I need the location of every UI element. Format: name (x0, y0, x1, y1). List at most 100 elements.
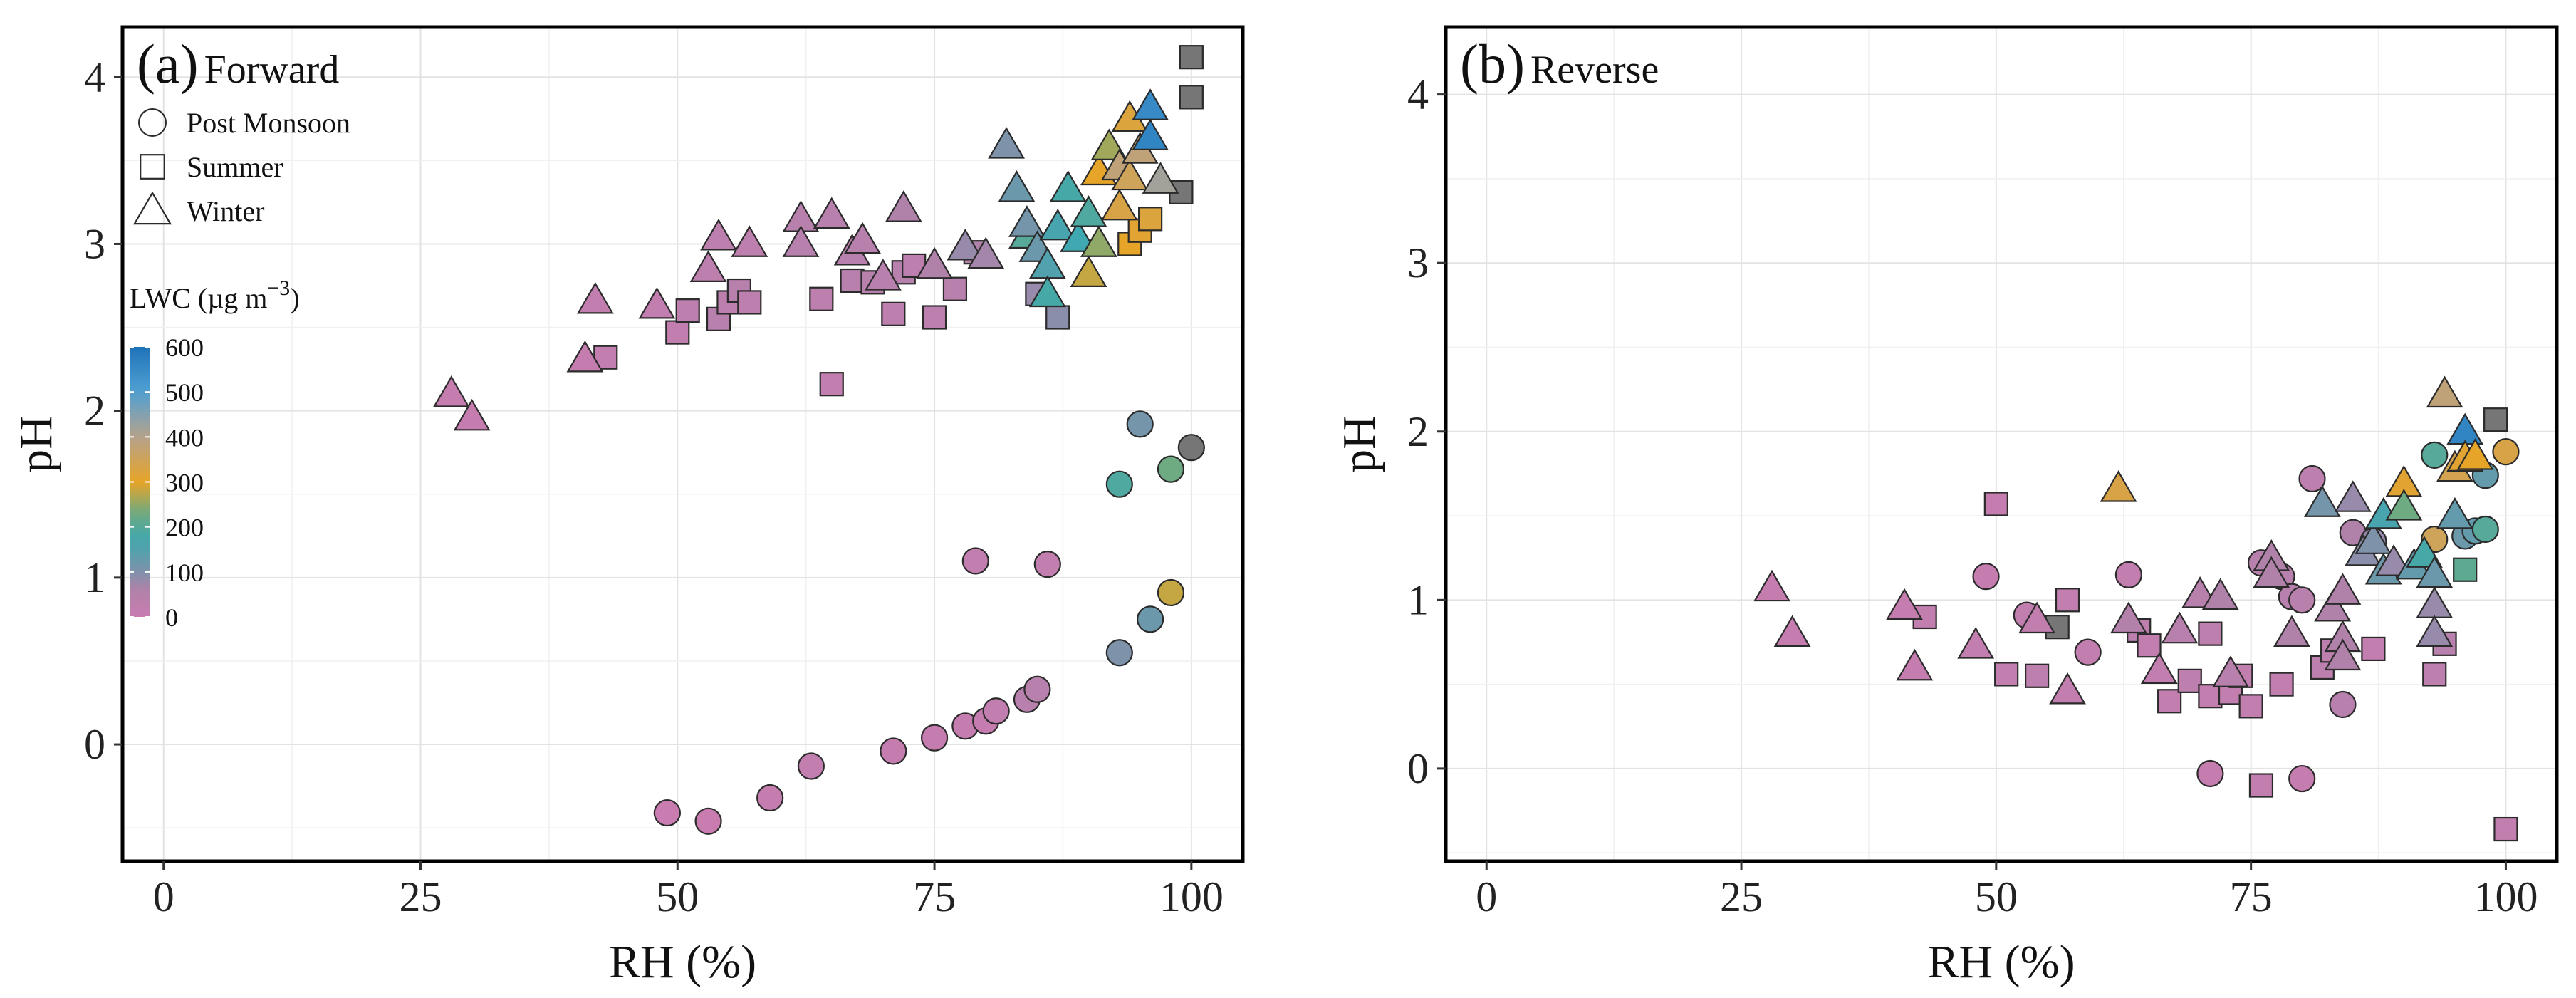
data-point-triangle (1028, 275, 1066, 308)
colorbar-tick-label: 600 (165, 333, 204, 362)
data-point-circle (1157, 455, 1185, 483)
data-point-square (2422, 662, 2447, 687)
data-point-square (809, 286, 834, 311)
panel-title: (b) Reverse (1460, 33, 1659, 95)
x-tick-label: 0 (153, 873, 174, 920)
y-tick-label: 0 (84, 721, 105, 768)
data-point-circle (2329, 690, 2357, 719)
colorbar-legend: LWC (µg m−3) 0 100 200 300 400 500 600 (130, 276, 300, 632)
x-axis-title: RH (%) (609, 936, 756, 988)
y-tick-label: 3 (1407, 239, 1429, 286)
colorbar-tick-label: 500 (165, 378, 204, 407)
data-point-triangle (916, 246, 953, 279)
data-point-square (2177, 668, 2202, 693)
data-point-circle (797, 752, 825, 780)
x-tick-label: 50 (656, 873, 699, 920)
data-point-triangle (2355, 522, 2392, 554)
data-point-square (2493, 816, 2518, 842)
legend-circle-icon (138, 108, 167, 137)
panel-name: Reverse (1531, 48, 1659, 92)
legend-square-icon (140, 154, 165, 180)
data-point-circle (2288, 586, 2316, 614)
data-point-circle (653, 799, 681, 827)
data-point-square (737, 290, 762, 315)
data-point-triangle (2426, 375, 2463, 408)
x-tick-label: 100 (1159, 873, 1224, 920)
data-point-triangle (1060, 220, 1097, 252)
legend-label: Post Monsoon (187, 107, 350, 139)
y-tick-label: 4 (1407, 71, 1429, 118)
data-point-circle (1033, 551, 1061, 578)
colorbar-title-close: ) (290, 282, 299, 314)
data-point-triangle (1070, 255, 1107, 287)
data-point-triangle (967, 236, 1005, 269)
data-point-triangle (1753, 569, 1790, 602)
data-point-circle (1023, 675, 1051, 703)
data-point-triangle (1896, 648, 1934, 681)
shape-legend: Post Monsoon Summer Winter (132, 107, 350, 227)
data-point-triangle (813, 197, 850, 229)
colorbar-title-sup: −3 (267, 276, 290, 300)
legend-label: Summer (187, 151, 283, 183)
data-point-circle (756, 784, 784, 812)
data-point-triangle (1049, 170, 1087, 202)
colorbar-tick-label: 200 (165, 514, 204, 542)
legend-label: Winter (187, 195, 264, 227)
plot-background (1446, 27, 2557, 861)
data-point-square (665, 320, 690, 345)
data-point-triangle (700, 218, 737, 251)
data-point-square (1045, 305, 1070, 330)
data-point-square (1994, 662, 2019, 687)
data-point-square (840, 268, 865, 293)
data-point-circle (2492, 438, 2520, 466)
gridlines (122, 27, 1243, 861)
colorbar-tick-label: 100 (165, 558, 204, 587)
data-point-triangle (2161, 611, 2199, 644)
data-point-circle (2471, 515, 2499, 544)
panel-letter: (b) (1460, 33, 1525, 95)
data-point-triangle (2212, 655, 2249, 687)
y-tick-label: 2 (84, 388, 105, 435)
data-point-triangle (782, 225, 820, 257)
colorbar-title-main: LWC (µg m (130, 282, 267, 314)
data-point-circle (694, 807, 722, 835)
y-tick-label: 3 (84, 220, 105, 267)
panel-letter: (a) (137, 33, 199, 95)
data-point-square (922, 305, 947, 330)
data-point-triangle (638, 286, 676, 319)
data-point-square (1179, 85, 1204, 110)
data-point-square (675, 298, 700, 323)
x-tick-label: 100 (2473, 873, 2538, 920)
panel-title: (a) Forward (137, 33, 339, 95)
data-point-triangle (2110, 601, 2147, 634)
data-point-square (902, 253, 927, 279)
data-point-square (2157, 689, 2182, 714)
colorbar-title: LWC (µg m−3) (130, 276, 300, 314)
y-axis-title: pH (1333, 415, 1385, 473)
y-tick-label: 0 (1407, 745, 1429, 792)
data-point-square (2361, 636, 2386, 662)
data-point-square (2198, 621, 2223, 646)
data-point-triangle (432, 375, 470, 407)
data-point-triangle (1142, 162, 1179, 194)
panel-name: Forward (204, 48, 340, 92)
y-axis-title: pH (10, 415, 62, 473)
x-tick-label: 25 (1720, 873, 1763, 920)
data-point-circle (961, 547, 989, 575)
data-point-triangle (947, 228, 984, 261)
data-point-square (1983, 492, 2008, 516)
plot-frame (1444, 25, 2559, 863)
data-point-circle (1126, 410, 1154, 438)
data-point-triangle (1100, 188, 1138, 221)
data-point-triangle (1039, 208, 1077, 241)
y-tick-label: 1 (84, 554, 105, 601)
data-point-triangle (2334, 480, 2372, 512)
data-point-triangle (2273, 615, 2310, 648)
x-tick-label: 50 (1975, 873, 2018, 920)
data-point-square (2024, 663, 2050, 688)
data-point-triangle (2314, 589, 2352, 622)
data-point-triangle (844, 222, 881, 254)
data-point-triangle (566, 340, 604, 373)
data-point-triangle (1132, 118, 1169, 150)
data-point-triangle (2049, 672, 2086, 705)
